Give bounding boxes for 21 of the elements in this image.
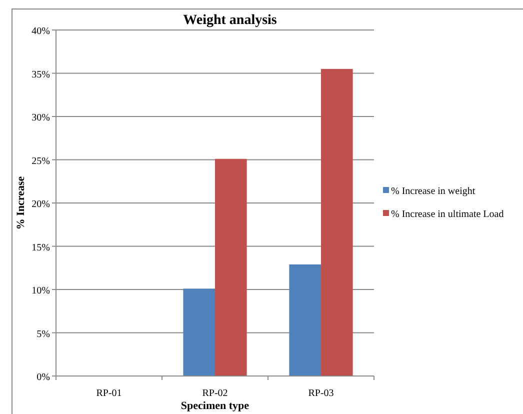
- x-tick-label: RP-01: [96, 388, 122, 399]
- y-axis-title: % Increase: [15, 176, 27, 230]
- y-tick-label: 15%: [32, 242, 50, 254]
- y-tick-label: 10%: [32, 286, 50, 296]
- y-tick-label: 35%: [32, 69, 50, 80]
- legend-label: % Increase in ultimate Load: [391, 209, 504, 220]
- chart-title: Weight analysis: [183, 13, 278, 28]
- legend-label: % Increase in weight: [391, 186, 476, 197]
- y-tick-label: 40%: [32, 26, 50, 37]
- x-tick-label: RP-03: [308, 388, 334, 399]
- y-tick-label: 20%: [32, 199, 50, 210]
- bar: [321, 68, 353, 376]
- bar: [215, 158, 247, 376]
- bar: [183, 288, 215, 376]
- y-tick-label: 0%: [36, 372, 50, 383]
- x-tick-label: RP-02: [202, 388, 228, 399]
- y-tick-label: 30%: [32, 112, 50, 124]
- y-tick-label: 25%: [32, 156, 50, 167]
- bar: [289, 264, 321, 376]
- x-axis-title: Specimen type: [180, 400, 250, 412]
- y-tick-label: 5%: [36, 328, 50, 340]
